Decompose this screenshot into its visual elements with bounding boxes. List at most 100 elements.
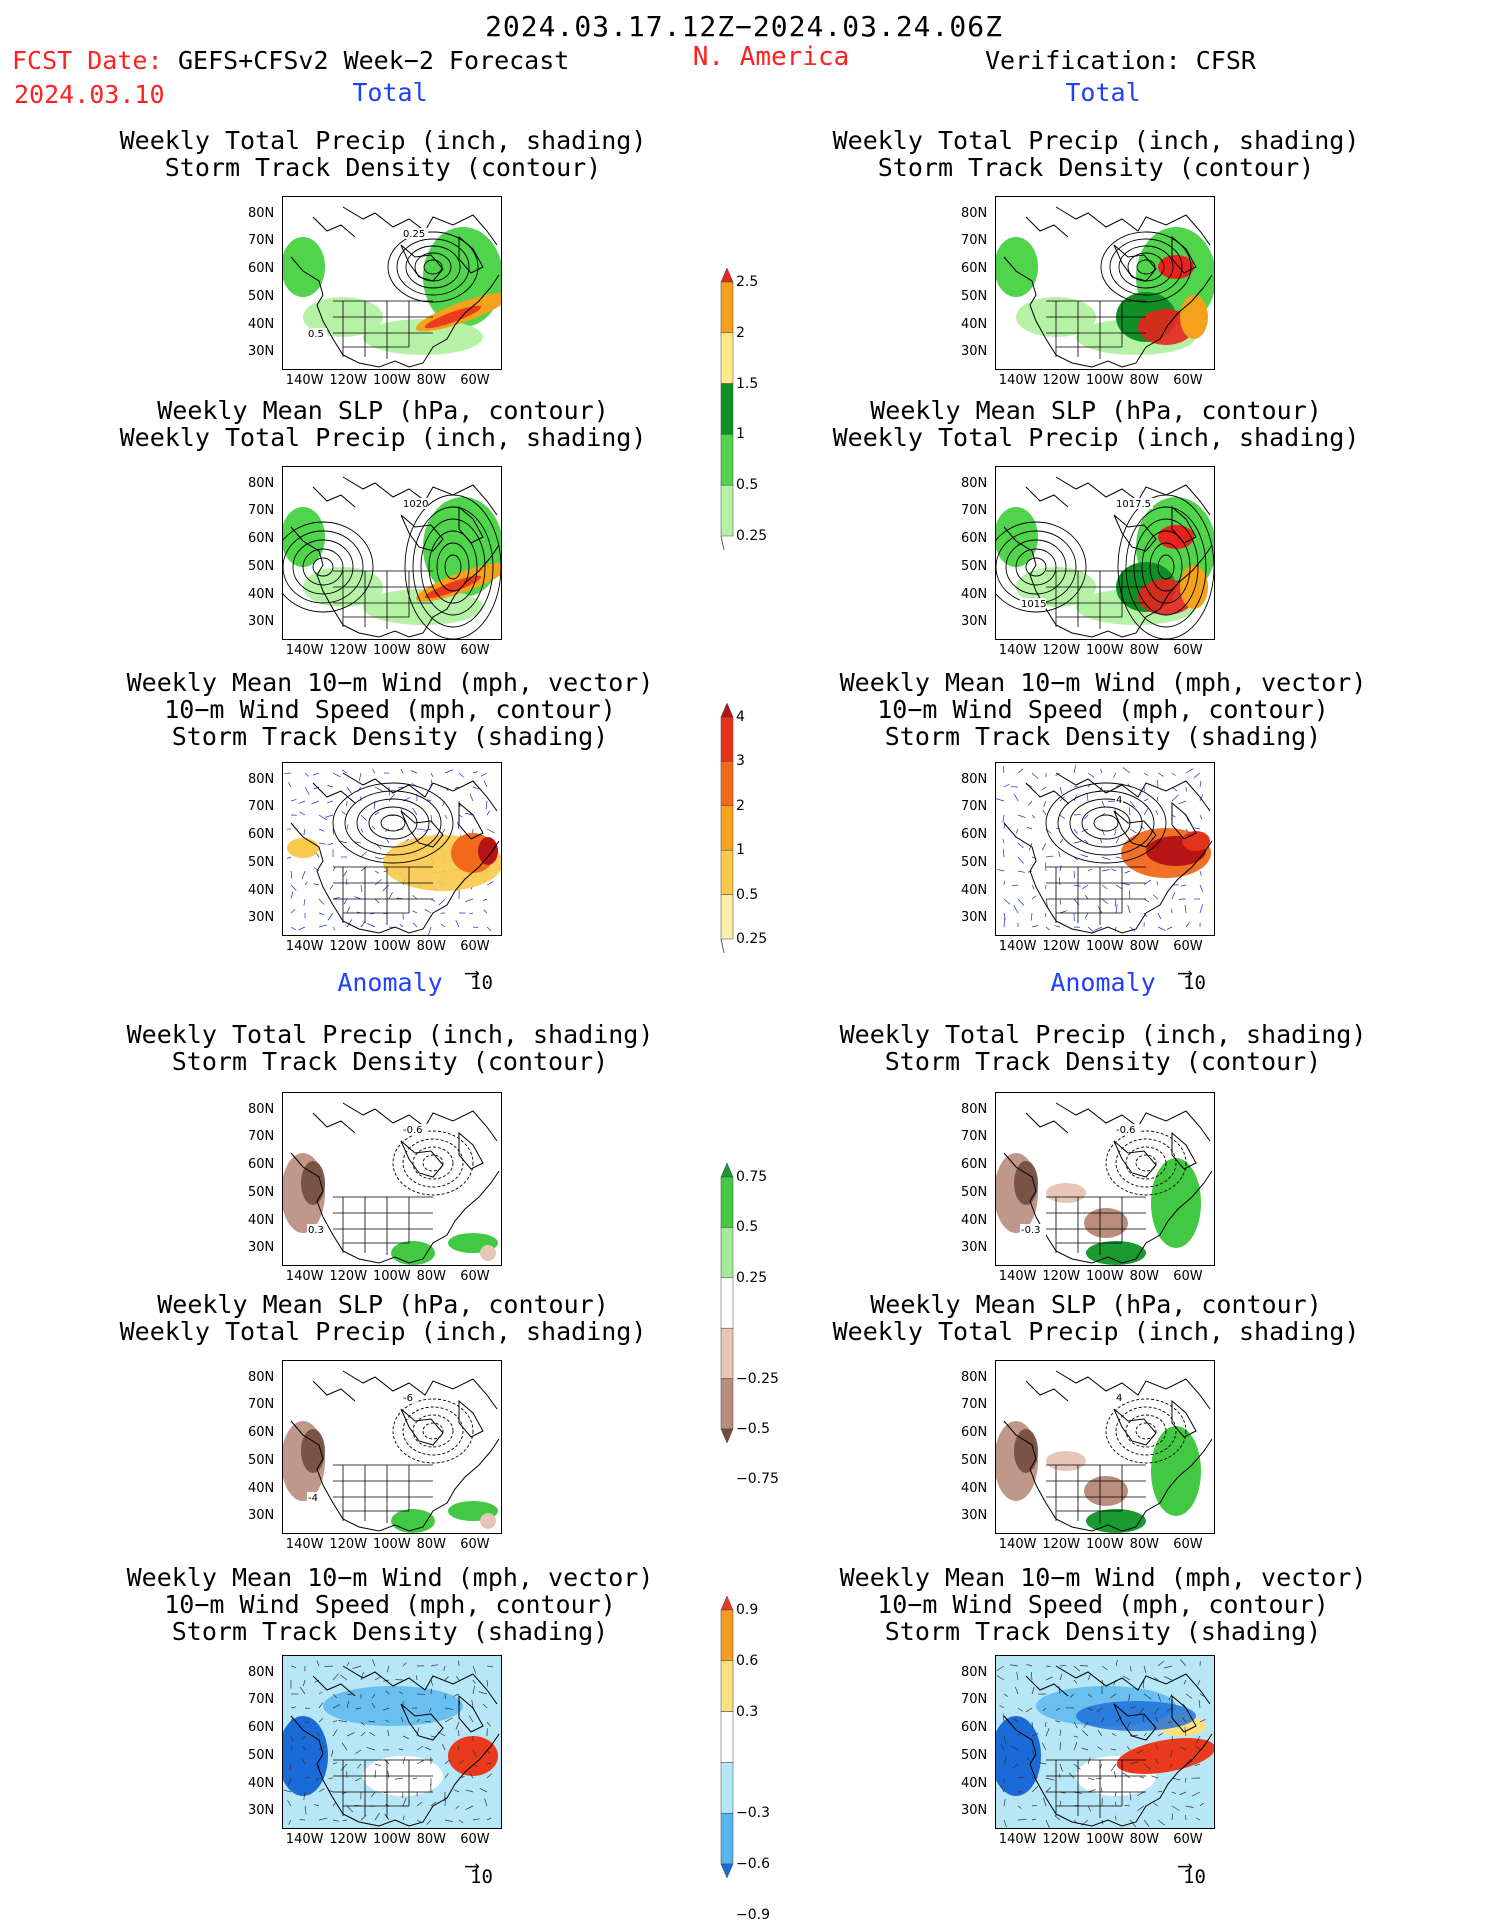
- lon-label: 100W: [1086, 643, 1124, 658]
- section-anomaly-left: Anomaly: [337, 968, 443, 997]
- lon-label: 140W: [285, 939, 324, 954]
- lat-label: 60N: [961, 531, 988, 547]
- colorbar-label: −0.75: [736, 1471, 779, 1488]
- lon-label: 140W: [998, 939, 1037, 954]
- map-ob-anom-precip: -0.6 -0.3: [995, 1092, 1215, 1266]
- lat-label: 70N: [248, 799, 275, 815]
- svg-text:1015: 1015: [1021, 599, 1046, 610]
- panel-title-ob-anom-precip: Weekly Total Precip (inch, shading) Stor…: [839, 1020, 1367, 1076]
- colorbar-label: −0.6: [736, 1856, 770, 1872]
- section-anomaly-right: Anomaly: [1050, 968, 1156, 997]
- lat-label: 70N: [248, 503, 275, 519]
- lat-label: 30N: [961, 344, 988, 360]
- lat-label: 40N: [248, 1480, 275, 1496]
- lon-label: 140W: [285, 643, 324, 658]
- lon-label: 140W: [998, 1537, 1037, 1552]
- lon-label: 60W: [1173, 1832, 1203, 1847]
- svg-text:0.3: 0.3: [308, 1225, 324, 1236]
- vector-ref-ob-anom: ⟶: [1179, 1853, 1191, 1877]
- lat-label: 70N: [961, 799, 988, 815]
- lat-label: 50N: [248, 854, 275, 870]
- lon-label: 120W: [329, 939, 368, 954]
- lat-label: 50N: [248, 1452, 275, 1468]
- lat-label: 60N: [248, 261, 275, 277]
- lat-label: 80N: [961, 205, 988, 221]
- lon-label: 100W: [373, 373, 411, 388]
- lat-label: 80N: [961, 1664, 988, 1680]
- lon-label: 80W: [416, 643, 446, 658]
- vector-ref-fc-anom: ⟶: [466, 1853, 478, 1877]
- lat-label: 30N: [248, 1240, 275, 1256]
- map-ob-anom-wind: [995, 1655, 1215, 1829]
- lon-label: 100W: [1086, 1537, 1124, 1552]
- lon-label: 60W: [460, 373, 490, 388]
- forecast-system: GEFS+CFSv2 Week−2 Forecast: [178, 46, 570, 75]
- map-fc-anom-wind: [282, 1655, 502, 1829]
- map-fc-anom-precip: -0.6 0.3: [282, 1092, 502, 1266]
- lat-label: 50N: [248, 1184, 275, 1200]
- lon-label: 80W: [1129, 373, 1159, 388]
- colorbar-swatches: [720, 702, 734, 954]
- lat-label: 30N: [961, 614, 988, 630]
- panel-title-fc-total-wind: Weekly Mean 10−m Wind (mph, vector) 10−m…: [126, 668, 654, 751]
- lon-label: 140W: [998, 1832, 1037, 1847]
- lon-label: 120W: [1042, 1269, 1081, 1284]
- lat-label: 70N: [961, 1129, 988, 1145]
- lat-label: 70N: [961, 503, 988, 519]
- colorbar-swatches: [720, 1595, 734, 1879]
- lat-label: 60N: [961, 1720, 988, 1736]
- lon-label: 60W: [1173, 1537, 1203, 1552]
- lon-label: 140W: [285, 373, 324, 388]
- colorbar-label: 1.5: [736, 375, 759, 392]
- lon-label: 80W: [1129, 1269, 1159, 1284]
- lat-label: 80N: [248, 771, 275, 787]
- lat-label: 40N: [248, 586, 275, 602]
- lon-label: 140W: [998, 373, 1037, 388]
- lat-label: 40N: [248, 1212, 275, 1228]
- lon-label: 100W: [1086, 373, 1124, 388]
- lat-label: 60N: [961, 1425, 988, 1441]
- colorbar-label: 0.75: [736, 1169, 768, 1185]
- lon-label: 100W: [373, 1537, 411, 1552]
- lon-label: 140W: [998, 1269, 1037, 1284]
- lon-label: 120W: [1042, 373, 1081, 388]
- lat-label: 80N: [248, 205, 275, 221]
- fcst-date: 2024.03.10: [14, 80, 165, 109]
- colorbar-label: 0.5: [736, 886, 759, 903]
- lon-label: 100W: [373, 939, 411, 954]
- lat-label: 30N: [961, 1803, 988, 1819]
- svg-text:0.5: 0.5: [308, 329, 324, 340]
- colorbar-label: 3: [736, 753, 745, 770]
- colorbar-label: 1: [736, 426, 745, 443]
- lat-label: 30N: [961, 1240, 988, 1256]
- lon-label: 60W: [1173, 373, 1203, 388]
- svg-text:1020: 1020: [403, 499, 428, 510]
- lon-label: 120W: [329, 373, 368, 388]
- panel-title-ob-anom-slp: Weekly Mean SLP (hPa, contour) Weekly To…: [832, 1290, 1360, 1346]
- lat-label: 30N: [248, 344, 275, 360]
- lat-label: 50N: [961, 558, 988, 574]
- lat-label: 30N: [961, 1508, 988, 1524]
- colorbar-label: 0.6: [736, 1652, 759, 1669]
- colorbar-track-anom: [720, 1595, 734, 1879]
- colorbar-precip-total: [720, 267, 734, 551]
- panel-title-fc-total-slp: Weekly Mean SLP (hPa, contour) Weekly To…: [119, 396, 647, 452]
- lat-label: 80N: [961, 771, 988, 787]
- lon-label: 80W: [416, 939, 446, 954]
- lon-label: 120W: [329, 643, 368, 658]
- lon-label: 60W: [460, 939, 490, 954]
- colorbar-label: −0.25: [736, 1370, 779, 1387]
- map-ob-anom-slp-plot: 4: [996, 1370, 1213, 1533]
- lon-label: 80W: [1129, 939, 1159, 954]
- colorbar-label: 0.3: [736, 1703, 759, 1720]
- lat-label: 70N: [248, 1397, 275, 1413]
- vector-ref-ob-total: ⟶: [1179, 960, 1191, 984]
- lat-label: 40N: [248, 882, 275, 898]
- colorbar-label: 0.9: [736, 1602, 759, 1618]
- lon-label: 100W: [373, 1832, 411, 1847]
- date-range: 2024.03.17.12Z−2024.03.24.06Z: [485, 10, 1003, 43]
- svg-text:-4: -4: [308, 1493, 318, 1504]
- panel-title-fc-total-precip: Weekly Total Precip (inch, shading) Stor…: [119, 126, 647, 182]
- map-ob-anom-slp: 4: [995, 1360, 1215, 1534]
- verification-label: Verification: CFSR: [985, 46, 1256, 75]
